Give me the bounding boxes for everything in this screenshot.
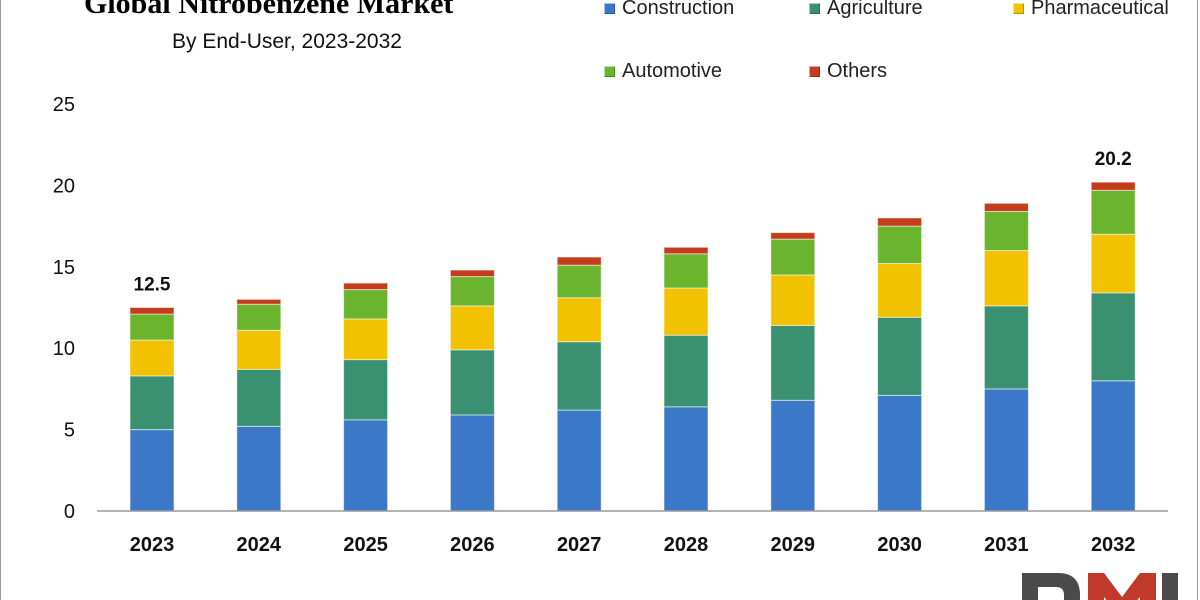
- legend-label-others: Others: [827, 60, 888, 82]
- bar-segment-construction: [343, 419, 389, 512]
- chart-title: Global Nitrobenzene Market: [84, 0, 454, 20]
- bar-segment-agriculture: [877, 316, 923, 396]
- bar-segment-others: [770, 232, 816, 240]
- legend-item-agriculture: Agriculture: [809, 0, 923, 20]
- legend-item-automotive: Automotive: [604, 60, 722, 83]
- bar-segment-automotive: [449, 276, 495, 307]
- bar-segment-agriculture: [1090, 292, 1136, 382]
- legend-swatch-others: [809, 66, 820, 77]
- bar-segment-agriculture: [770, 324, 816, 401]
- bar-segment-others: [236, 298, 282, 305]
- bar-segment-automotive: [343, 289, 389, 320]
- bar-segment-construction: [983, 388, 1029, 512]
- legend-swatch-agriculture: [809, 3, 820, 14]
- bar-segment-construction: [449, 414, 495, 512]
- bar-segment-others: [663, 246, 709, 255]
- legend-label-agriculture: Agriculture: [827, 0, 923, 19]
- bar-segment-pharmaceutical: [770, 274, 816, 326]
- bar-segment-construction: [556, 409, 602, 512]
- bar-segment-pharmaceutical: [236, 329, 282, 370]
- x-tick-label: 2028: [664, 534, 709, 556]
- y-tick-label: 5: [64, 420, 75, 442]
- legend-swatch-automotive: [604, 66, 615, 77]
- legend-swatch-construction: [604, 3, 615, 14]
- bar-segment-automotive: [236, 303, 282, 331]
- y-tick-label: 20: [53, 175, 75, 197]
- bar-segment-others: [343, 282, 389, 291]
- x-tick-label: 2029: [771, 534, 816, 556]
- bar-segment-automotive: [770, 238, 816, 276]
- x-tick-label: 2024: [237, 534, 282, 556]
- y-tick-label: 15: [53, 257, 75, 279]
- y-tick-label: 0: [64, 501, 75, 523]
- x-tick-label: 2025: [343, 534, 388, 556]
- bar-segment-construction: [1090, 380, 1136, 512]
- bar-segment-automotive: [877, 225, 923, 265]
- bar-segment-others: [877, 217, 923, 227]
- bar-segment-agriculture: [449, 349, 495, 416]
- legend-label-construction: Construction: [622, 0, 735, 19]
- bar-segment-pharmaceutical: [556, 297, 602, 343]
- bar-segment-automotive: [1090, 189, 1136, 235]
- bar-segment-construction: [236, 425, 282, 512]
- bar-segment-agriculture: [129, 375, 175, 431]
- bar-segment-others: [449, 269, 495, 278]
- bar-segment-pharmaceutical: [877, 263, 923, 318]
- bar-segment-agriculture: [556, 341, 602, 411]
- bar-segment-pharmaceutical: [129, 339, 175, 377]
- bar-segment-pharmaceutical: [663, 287, 709, 336]
- bar-total-label: 12.5: [134, 275, 171, 296]
- x-tick-label: 2027: [557, 534, 602, 556]
- bar-segment-others: [1090, 181, 1136, 191]
- bar-segment-construction: [663, 406, 709, 512]
- bar-segment-others: [556, 256, 602, 266]
- legend-item-others: Others: [809, 60, 887, 83]
- legend-label-automotive: Automotive: [622, 60, 723, 82]
- x-tick-label: 2032: [1091, 534, 1136, 556]
- bar-segment-agriculture: [236, 368, 282, 427]
- bar-segment-agriculture: [663, 334, 709, 408]
- bar-segment-construction: [129, 429, 175, 512]
- legend-label-pharmaceutical: Pharmaceutical: [1031, 0, 1169, 19]
- bar-segment-construction: [770, 399, 816, 512]
- bar-segment-pharmaceutical: [983, 250, 1029, 307]
- brand-logo: [1018, 563, 1178, 600]
- x-tick-label: 2030: [877, 534, 922, 556]
- bar-segment-agriculture: [983, 305, 1029, 390]
- x-tick-label: 2031: [984, 534, 1029, 556]
- bar-segment-others: [129, 307, 175, 315]
- bar-segment-pharmaceutical: [1090, 233, 1136, 294]
- bar-segment-automotive: [983, 210, 1029, 252]
- logo-mark-icon: [1022, 573, 1178, 600]
- legend-item-pharmaceutical: Pharmaceutical: [1013, 0, 1169, 20]
- bar-segment-automotive: [663, 253, 709, 289]
- bar-segment-automotive: [129, 313, 175, 341]
- chart-subtitle: By End-User, 2023-2032: [172, 30, 402, 53]
- legend-swatch-pharmaceutical: [1013, 3, 1024, 14]
- x-tick-label: 2026: [450, 534, 495, 556]
- legend-item-construction: Construction: [604, 0, 734, 20]
- chart-legend: Construction Agriculture Pharmaceutical …: [0, 0, 1200, 100]
- y-tick-label: 25: [53, 94, 75, 116]
- bar-segment-construction: [877, 394, 923, 512]
- bar-segment-pharmaceutical: [343, 318, 389, 361]
- bar-segment-others: [983, 202, 1029, 212]
- y-tick-label: 10: [53, 338, 75, 360]
- bar-segment-automotive: [556, 264, 602, 299]
- bar-segment-pharmaceutical: [449, 305, 495, 351]
- bar-total-label: 20.2: [1095, 149, 1132, 170]
- bar-segment-agriculture: [343, 359, 389, 421]
- x-tick-label: 2023: [130, 534, 175, 556]
